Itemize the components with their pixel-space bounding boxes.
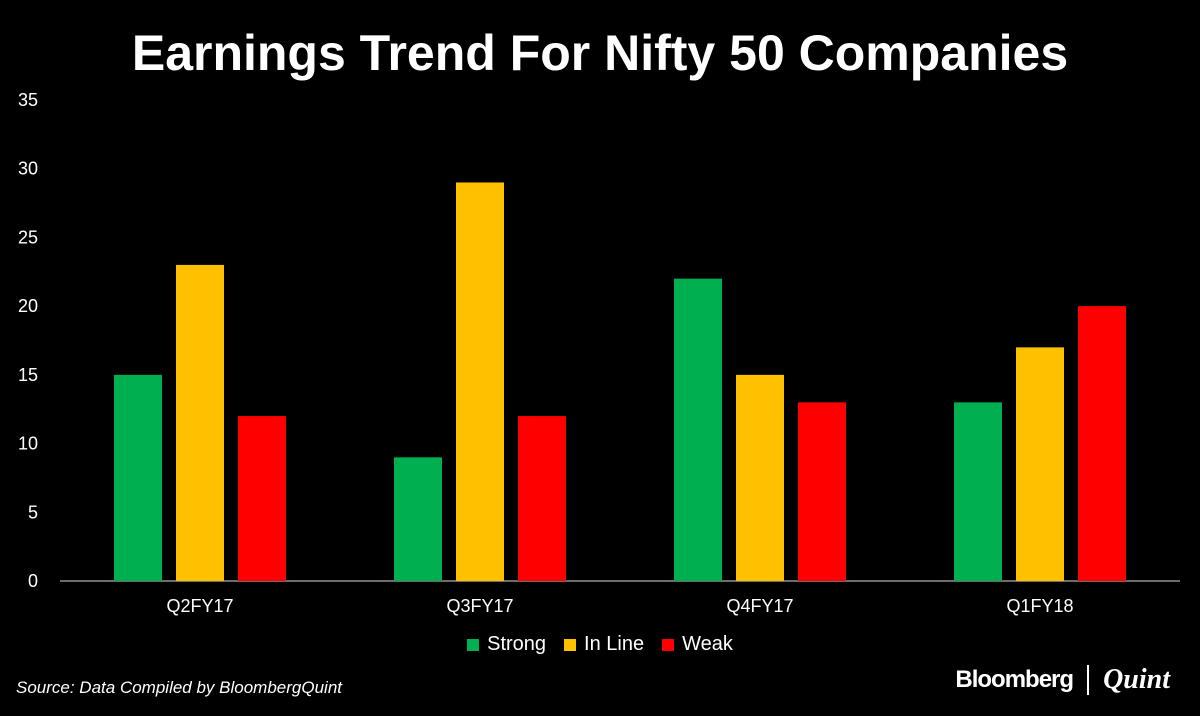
legend-label: Weak [682, 633, 733, 655]
chart-title: Earnings Trend For Nifty 50 Companies [131, 25, 1069, 81]
bar-in-line-q4fy17 [736, 374, 784, 581]
bar-strong-q3fy17 [394, 457, 442, 581]
legend-item: Strong [467, 633, 546, 656]
y-tick-label: 5 [28, 502, 38, 522]
bar-weak-q3fy17 [518, 416, 566, 581]
bar-in-line-q2fy17 [176, 264, 224, 581]
legend-label: Strong [487, 633, 547, 655]
bar-weak-q2fy17 [238, 416, 286, 581]
x-tick-label: Q4FY17 [726, 596, 793, 616]
bar-weak-q4fy17 [798, 402, 846, 581]
bar-weak-q1fy18 [1078, 306, 1126, 581]
x-tick-label: Q2FY17 [166, 596, 233, 616]
y-tick-label: 15 [18, 365, 38, 385]
x-tick-label: Q3FY17 [446, 596, 513, 616]
legend-swatch [467, 638, 480, 651]
y-tick-label: 20 [18, 296, 38, 316]
y-tick-label: 30 [18, 159, 38, 179]
legend-item: Weak [662, 633, 733, 656]
bar-strong-q4fy17 [674, 278, 722, 581]
bar-in-line-q3fy17 [456, 182, 504, 581]
y-tick-label: 10 [18, 434, 38, 454]
legend-swatch [662, 638, 675, 651]
legend-swatch [564, 638, 577, 651]
logo-bloomberg: Bloomberg [955, 666, 1074, 693]
bar-strong-q2fy17 [114, 374, 162, 581]
legend: Strong In Line Weak [0, 633, 1200, 656]
bar-strong-q1fy18 [954, 402, 1002, 581]
legend-label: In Line [584, 633, 645, 655]
logo-quint: Quint [1103, 664, 1170, 695]
logo-divider [1087, 665, 1090, 695]
y-tick-label: 25 [18, 227, 38, 247]
legend-item: In Line [564, 633, 644, 656]
x-tick-label: Q1FY18 [1006, 596, 1073, 616]
y-tick-label: 35 [18, 90, 38, 110]
bar-in-line-q1fy18 [1016, 347, 1064, 581]
source-note: Source: Data Compiled by BloombergQuint [16, 678, 342, 697]
bloombergquint-logo: Bloomberg Quint [955, 664, 1170, 696]
y-tick-label: 0 [28, 571, 38, 591]
